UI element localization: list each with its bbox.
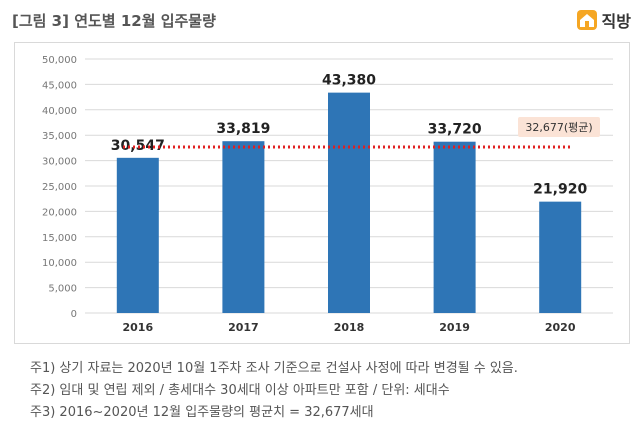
chart-area: 0 5,000 10,000 15,000 20,000 25,000 30,000 35,0… <box>14 42 630 344</box>
footnote-3: 주3) 2016~2020년 12월 입주물량의 평균치 = 32,677세대 <box>30 405 374 420</box>
y-tick-label: 45,000 <box>42 80 77 91</box>
y-tick-label: 20,000 <box>42 207 77 218</box>
y-tick-label: 25,000 <box>42 182 77 193</box>
footnotes: 주1) 상기 자료는 2020년 10월 1주차 조사 기준으로 건설사 사정에… <box>30 358 518 424</box>
bar <box>328 92 370 313</box>
logo-text: 직방 <box>601 12 631 31</box>
brand-logo: 직방 <box>576 8 631 32</box>
bar-chart: 0 5,000 10,000 15,000 20,000 25,000 30,000 35,0… <box>42 55 613 334</box>
bar <box>222 141 265 313</box>
footnote-2: 주2) 임대 및 연립 제외 / 총세대수 30세대 이상 아파트만 포함 / … <box>30 383 450 398</box>
bar <box>539 201 582 313</box>
y-tick-label: 30,000 <box>42 157 77 168</box>
x-tick-label: 2020 <box>545 321 576 334</box>
x-tick-label: 2017 <box>228 321 259 334</box>
y-tick-label: 35,000 <box>42 131 77 142</box>
x-tick-label: 2016 <box>122 321 153 334</box>
y-tick-label: 5,000 <box>48 284 77 295</box>
footnote-1: 주1) 상기 자료는 2020년 10월 1주차 조사 기준으로 건설사 사정에… <box>30 361 518 376</box>
y-tick-label: 15,000 <box>42 233 77 244</box>
chart-title: [그림 3] 연도별 12월 입주물량 <box>12 12 216 30</box>
x-tick-label: 2019 <box>439 321 470 334</box>
bar-value-label: 21,920 <box>533 182 587 198</box>
average-label-box <box>518 117 600 138</box>
bar-value-label: 43,380 <box>322 73 376 89</box>
bar-value-label: 33,819 <box>216 121 270 137</box>
y-tick-label: 0 <box>71 309 77 320</box>
y-tick-label: 40,000 <box>42 106 77 117</box>
average-label: 32,677(평균) <box>525 121 592 134</box>
x-tick-label: 2018 <box>334 321 365 334</box>
house-logo-icon <box>576 10 597 30</box>
bar <box>433 141 476 313</box>
y-tick-label: 50,000 <box>42 55 77 66</box>
bar-value-label: 33,720 <box>428 122 482 138</box>
y-tick-label: 10,000 <box>42 258 77 269</box>
bar-value-label: 30,547 <box>111 138 165 154</box>
bar <box>116 157 159 313</box>
